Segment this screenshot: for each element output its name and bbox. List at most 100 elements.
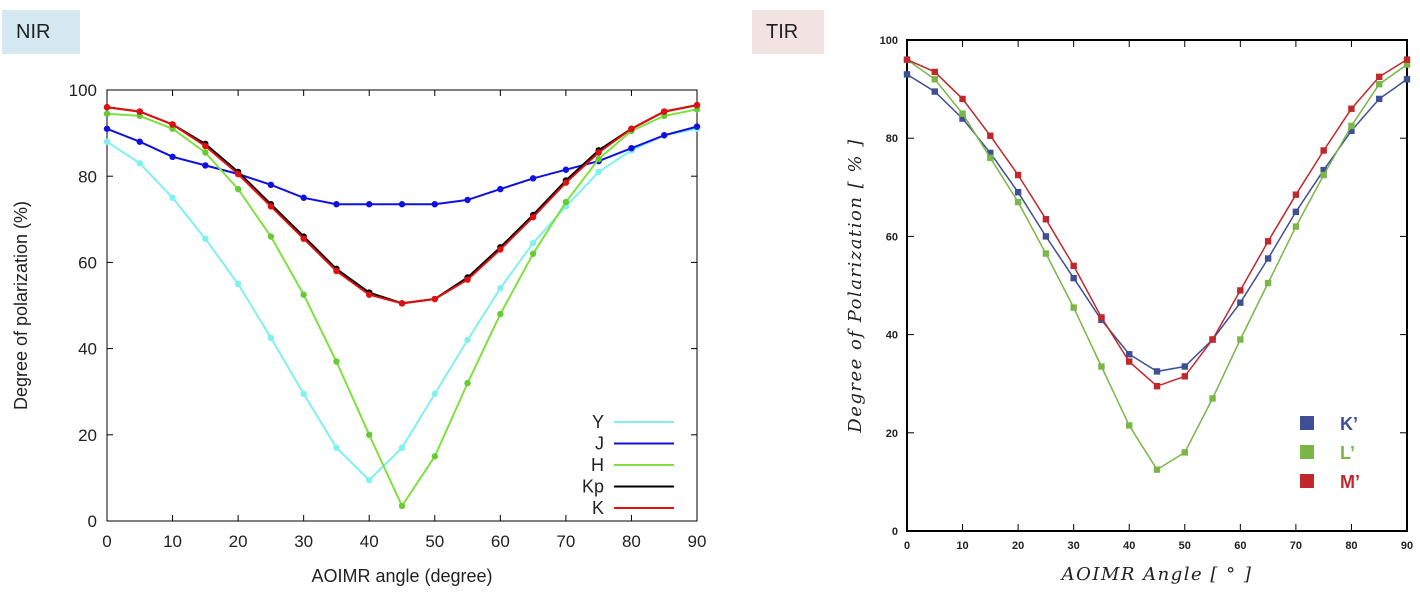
x-tick-label: 40: [1123, 540, 1135, 552]
data-point-l: [1181, 449, 1188, 456]
data-point-l: [931, 76, 938, 83]
data-point-j: [661, 132, 668, 139]
data-point-m: [1070, 262, 1077, 270]
data-point-m: [1237, 287, 1244, 294]
data-point-m: [1376, 73, 1383, 81]
y-tick-label: 60: [886, 231, 898, 243]
data-point-h: [267, 233, 275, 240]
data-point-m: [1098, 314, 1105, 321]
data-point-k: [1070, 274, 1077, 282]
data-point-k: [136, 108, 143, 115]
data-point-m: [1042, 216, 1050, 223]
x-tick-label: 90: [688, 532, 707, 551]
x-tick-label: 0: [904, 540, 910, 552]
data-point-h: [202, 149, 209, 156]
data-point-k: [1181, 363, 1188, 370]
nir-chart: 0 10 20 30 40 50 60 70 80 90 0 20 40 60 80 100 AOIMR ang…: [11, 81, 707, 586]
data-point-l: [1403, 61, 1411, 68]
data-point-m: [1126, 358, 1133, 365]
data-point-k: [497, 246, 504, 253]
x-tick-label: 60: [491, 532, 510, 551]
y-tick-label: 0: [892, 526, 898, 538]
data-point-k: [693, 101, 701, 109]
data-point-k: [628, 125, 635, 132]
data-point-y: [464, 336, 471, 344]
x-axis-label: AOIMR Angle [ ° ]: [1060, 564, 1253, 585]
data-point-m: [1320, 147, 1327, 154]
data-point-m: [1209, 336, 1216, 343]
data-point-m: [1348, 105, 1355, 112]
data-point-m: [903, 56, 911, 63]
x-tick-label: 10: [956, 540, 968, 552]
x-tick-label: 20: [229, 532, 248, 551]
data-point-k: [1264, 255, 1272, 262]
data-point-k: [1042, 233, 1050, 240]
data-point-k: [333, 267, 340, 275]
data-point-k: [1348, 127, 1355, 135]
data-point-k: [366, 291, 373, 298]
data-point-h: [464, 379, 471, 387]
data-point-h: [234, 185, 242, 193]
data-point-k: [398, 300, 406, 307]
data-point-m: [987, 132, 994, 139]
y-tick-label: 0: [88, 512, 97, 531]
legend-label-k: K: [592, 498, 604, 518]
legend-label-l: L’: [1340, 443, 1355, 463]
data-point-j: [693, 123, 701, 130]
legend-swatch-k: [1300, 416, 1314, 430]
data-point-k: [1320, 166, 1327, 174]
y-axis-label: Degree of Polarization [ % ]: [845, 138, 866, 433]
data-point-k: [903, 71, 911, 78]
data-point-k: [931, 88, 938, 95]
data-point-y: [202, 235, 209, 242]
data-point-k: [661, 108, 668, 115]
data-point-l: [1070, 304, 1077, 311]
x-tick-label: 80: [1345, 540, 1357, 552]
series-line-l: [906, 58, 1408, 471]
data-point-k: [464, 276, 471, 283]
y-axis-label: Degree of polarization (%): [11, 201, 31, 410]
y-tick-label: 80: [78, 167, 97, 186]
data-point-y: [169, 194, 176, 201]
series-line-m: [906, 58, 1408, 388]
data-point-h: [595, 155, 602, 163]
y-tick-label: 40: [78, 340, 97, 359]
data-point-m: [1292, 191, 1300, 198]
y-tick-label: 100: [880, 35, 898, 47]
x-tick-label: 50: [1179, 540, 1191, 552]
data-point-k: [300, 235, 307, 242]
data-point-m: [1014, 171, 1022, 179]
data-point-h: [431, 453, 438, 460]
x-tick-label: 10: [163, 532, 182, 551]
data-point-k: [595, 149, 602, 156]
data-point-y: [300, 390, 307, 398]
data-point-l: [1264, 279, 1272, 287]
data-point-k: [1376, 95, 1383, 103]
x-axis-label: AOIMR angle (degree): [311, 566, 492, 586]
data-point-m: [1403, 56, 1411, 63]
data-point-k: [1014, 189, 1022, 196]
data-point-k: [202, 142, 209, 150]
data-point-h: [497, 310, 504, 318]
legend-label-m: M’: [1340, 472, 1360, 492]
legend-label-y: Y: [592, 412, 604, 432]
data-point-y: [595, 168, 602, 176]
x-tick-label: 20: [1012, 540, 1024, 552]
data-point-m: [959, 95, 966, 103]
data-point-y: [366, 476, 373, 484]
data-point-m: [1181, 373, 1188, 380]
data-point-l: [1320, 171, 1327, 179]
data-point-k: [103, 104, 111, 111]
data-point-y: [529, 239, 537, 247]
y-tick-label: 100: [69, 81, 97, 100]
legend-label-h: H: [591, 455, 604, 475]
data-point-j: [529, 175, 537, 182]
data-point-y: [431, 390, 438, 398]
legend-label-k: K’: [1340, 414, 1358, 434]
data-point-j: [464, 196, 471, 204]
data-point-k: [1153, 368, 1161, 375]
data-point-y: [497, 285, 504, 292]
data-point-y: [267, 334, 275, 342]
data-point-j: [366, 201, 373, 208]
data-point-y: [136, 160, 143, 167]
